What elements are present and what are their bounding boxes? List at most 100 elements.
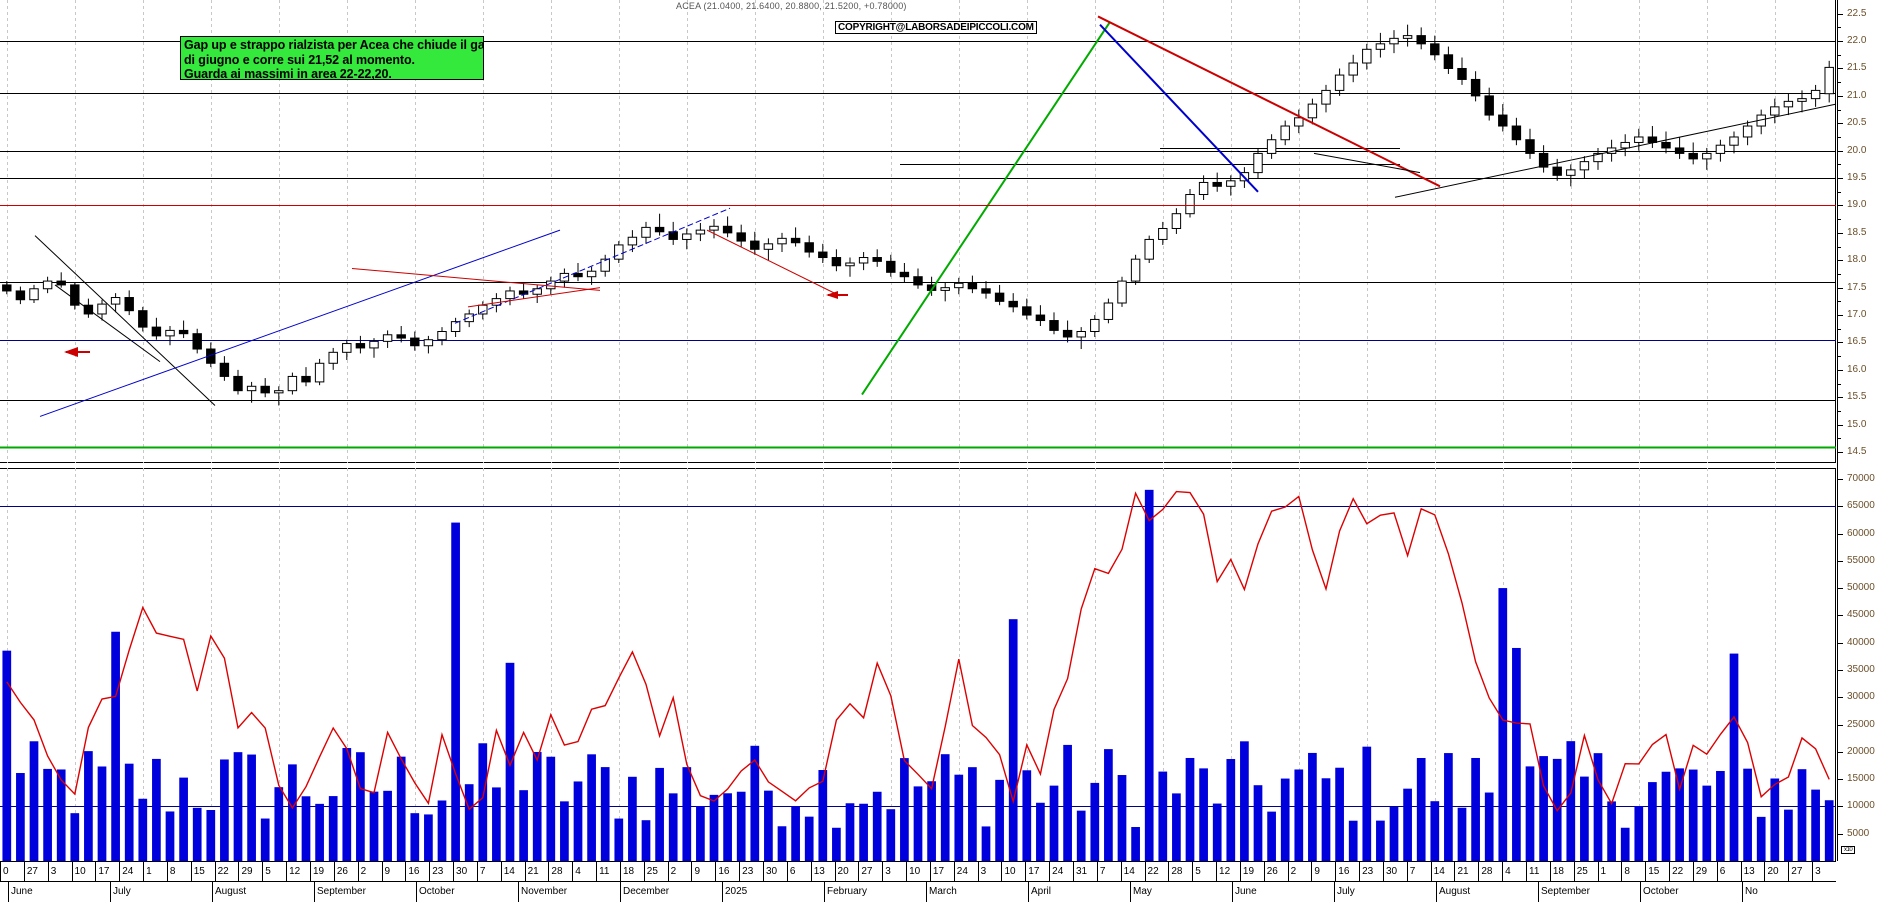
volume-bar: [560, 801, 569, 861]
volume-tick-label: 20000: [1847, 746, 1875, 757]
volume-bar: [424, 814, 433, 861]
volume-bar: [1634, 806, 1644, 861]
x-axis-day-label: 5: [1192, 862, 1216, 882]
trendline: [1394, 103, 1837, 198]
candle-body: [1076, 330, 1086, 338]
candle-body: [709, 225, 719, 231]
x-axis-day-label: 4: [1502, 862, 1526, 882]
volume-bar: [1457, 807, 1467, 861]
volume-bar: [1525, 766, 1535, 861]
volume-bar: [696, 806, 705, 861]
candle-body: [1729, 136, 1739, 146]
candle-body: [42, 280, 53, 290]
chart-title: ACEA (21.0400, 21.6400, 20.8800, 21.5200…: [676, 1, 907, 11]
x-axis-day-label: 16: [1335, 862, 1359, 882]
x-axis-day-label: 17: [1025, 862, 1049, 882]
x-axis-day-label: 9: [691, 862, 715, 882]
x-axis-day-label: 1: [143, 862, 167, 882]
y-tick-minor: [1837, 438, 1841, 439]
candle-body: [627, 236, 638, 246]
volume-bar: [220, 759, 229, 861]
x-axis-month-label: November: [518, 882, 620, 902]
y-tick-minor: [1837, 274, 1841, 275]
x-axis-day-label: 13: [810, 862, 835, 882]
x-axis-day-label: 30: [453, 862, 477, 882]
volume-tick-label: 40000: [1847, 637, 1875, 648]
y-tick-minor: [1837, 164, 1841, 165]
volume-bar: [1743, 768, 1752, 861]
candle-body: [1634, 136, 1644, 143]
volume-bar: [655, 767, 664, 861]
x-axis-days: 0 27 3 10 17 24 1 8 15 22 29 5 12 19 26 2 9 16 23 30 7 14 21 28…: [0, 862, 1836, 882]
volume-tick-label: 5000: [1847, 828, 1870, 839]
y-tick-minor: [1837, 55, 1841, 56]
trendline: [1099, 23, 1259, 193]
x-axis-month-label: September: [1538, 882, 1640, 902]
volume-bar: [1539, 756, 1548, 861]
x-axis-month-label: June: [1232, 882, 1334, 902]
x-axis-day-label: 8: [1621, 862, 1645, 882]
candle-body: [2, 284, 12, 292]
trendline: [1097, 15, 1441, 188]
candle-body: [1525, 139, 1535, 154]
y-tick-label: 19.0: [1847, 199, 1867, 210]
volume-bar: [124, 763, 134, 861]
x-axis-day-label: 9: [1311, 862, 1335, 882]
volume-bar: [1702, 785, 1712, 861]
x-axis-day-label: 30: [763, 862, 787, 882]
y-tick-mark: [1837, 178, 1843, 179]
volume-bar: [1389, 807, 1399, 861]
volume-bar: [750, 745, 760, 861]
oscillator-line: [6, 490, 1830, 812]
candle-body: [1158, 227, 1168, 240]
volume-bar: [1253, 785, 1263, 861]
x-axis-day-label: 24: [119, 862, 143, 882]
volume-bar: [16, 773, 25, 861]
candle-body: [1266, 139, 1277, 154]
x-axis-month-label: July: [110, 882, 212, 902]
candle-body: [1593, 152, 1603, 163]
x-axis-day-label: 10: [71, 862, 96, 882]
x-axis-day-label: 10: [1001, 862, 1025, 882]
candle-body: [1362, 48, 1372, 64]
volume-bar: [723, 793, 732, 861]
x-axis-day-label: 2: [667, 862, 692, 882]
volume-tick-mark: [1837, 479, 1843, 480]
volume-bar: [1729, 653, 1739, 861]
x-axis-day-label: 7: [476, 862, 501, 882]
candle-body: [260, 385, 270, 394]
candle-body: [940, 287, 950, 291]
x-axis-day-label: 1: [1597, 862, 1622, 882]
candle-body: [274, 390, 284, 394]
x-axis-day-label: 20: [1764, 862, 1788, 882]
volume-bar: [628, 776, 637, 861]
x-axis-day-label: 11: [1526, 862, 1550, 882]
x-axis-day-label: 31: [1072, 862, 1097, 882]
volume-bar: [165, 811, 175, 861]
x-axis-day-label: 23: [1359, 862, 1383, 882]
x-axis-day-label: 28: [548, 862, 572, 882]
x-axis-day-label: 3: [882, 862, 906, 882]
volume-bar: [288, 764, 297, 861]
y-tick-mark: [1837, 288, 1843, 289]
volume-bar: [2, 650, 12, 861]
x-axis-day-label: 7: [1096, 862, 1121, 882]
y-tick-mark: [1837, 233, 1843, 234]
y-tick-mark: [1837, 342, 1843, 343]
candle-body: [1035, 314, 1046, 322]
volume-bar: [1716, 770, 1725, 861]
volume-bar: [1416, 758, 1426, 861]
volume-bar: [1580, 776, 1589, 861]
x-axis-day-label: 6: [786, 862, 811, 882]
candle-body: [287, 375, 298, 392]
candle-body: [233, 375, 243, 392]
candle-body: [423, 339, 434, 347]
x-axis-day-label: 24: [953, 862, 978, 882]
volume-bar: [641, 820, 651, 861]
candle-body: [165, 329, 175, 337]
y-tick-label: 20.0: [1847, 145, 1867, 156]
y-tick-minor: [1837, 301, 1841, 302]
volume-bar: [138, 798, 148, 861]
volume-bar: [342, 748, 352, 861]
volume-bar: [451, 522, 460, 861]
